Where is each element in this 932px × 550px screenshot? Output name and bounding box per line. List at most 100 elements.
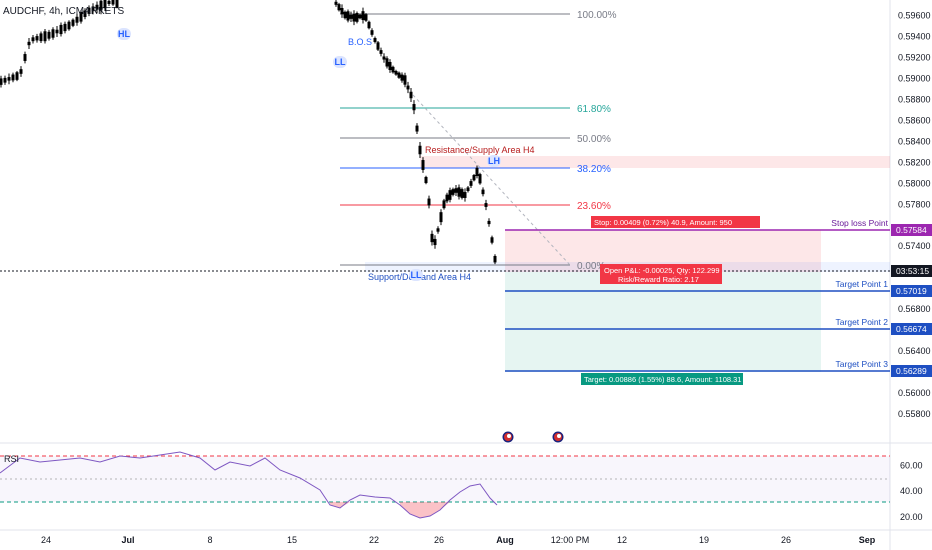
candle-body: [430, 233, 434, 243]
candle-body: [0, 78, 3, 85]
stop-loss-point-label: Stop loss Point: [831, 218, 888, 228]
candle-body: [451, 189, 455, 195]
candle-body: [493, 255, 497, 263]
candle-body: [457, 187, 461, 197]
target-point-1-label: Target Point 1: [836, 279, 889, 289]
fibonacci-retracement[interactable]: 100.00% 61.80% 50.00% 38.20% 23.60% 0.00…: [340, 10, 617, 272]
candle-body: [358, 14, 362, 19]
price-tick: 0.59200: [898, 53, 931, 63]
time-tick: Jul: [121, 535, 134, 545]
rsi-oversold-fill: [330, 502, 497, 518]
candle-body: [385, 58, 389, 67]
economic-event-icon[interactable]: [551, 430, 565, 444]
rsi-line: [0, 451, 498, 519]
candle-body: [107, 0, 111, 4]
candle-body: [355, 12, 359, 22]
candle-body: [79, 11, 83, 22]
ll-marker: LL: [333, 56, 347, 68]
fib-label-0: 0.00%: [577, 261, 605, 272]
symbol-title[interactable]: AUDCHF, 4h, ICMARKETS: [3, 6, 124, 17]
candle-body: [481, 189, 485, 195]
time-tick: 12:00 PM: [551, 535, 590, 545]
candle-body: [67, 21, 71, 30]
candle-body: [15, 72, 19, 80]
candle-body: [83, 10, 87, 17]
open-pnl-box[interactable]: Open P&L: -0.00025, Qty: 122.299 Risk/Re…: [600, 264, 722, 284]
target-3-price-tag: 0.56289: [891, 365, 932, 377]
rsi-tick: 20.00: [900, 512, 923, 522]
candle-body: [448, 190, 452, 200]
candle-body: [27, 41, 31, 46]
candle-body: [382, 56, 386, 60]
candle-body: [59, 24, 63, 35]
candle-body: [424, 176, 428, 184]
candle-body: [397, 72, 401, 78]
price-tick: 0.57400: [898, 241, 931, 251]
candle-body: [361, 11, 365, 21]
time-tick: Aug: [496, 535, 514, 545]
price-tick: 0.58000: [898, 178, 931, 188]
candle-body: [475, 167, 479, 177]
candle-body: [406, 85, 410, 90]
svg-text:03:53:15: 03:53:15: [896, 266, 929, 276]
candle-body: [334, 1, 338, 5]
candle-body: [472, 175, 476, 181]
stop-info-box[interactable]: Stop: 0.00409 (0.72%) 40.9, Amount: 950: [591, 216, 760, 228]
rsi-indicator[interactable]: RSI: [0, 451, 890, 519]
svg-text:LH: LH: [488, 156, 500, 166]
candle-body: [367, 21, 371, 29]
time-tick: 26: [781, 535, 791, 545]
price-candles: [0, 0, 497, 265]
candle-body: [11, 74, 15, 81]
price-tick: 0.56000: [898, 388, 931, 398]
time-tick: 22: [369, 535, 379, 545]
candle-body: [433, 238, 437, 246]
target-zone[interactable]: [505, 272, 821, 372]
candle-body: [469, 181, 473, 186]
price-axis[interactable]: 0.59600 0.59400 0.59200 0.59000 0.58800 0.586…: [898, 11, 931, 419]
resistance-zone[interactable]: [420, 156, 890, 168]
candle-body: [376, 42, 380, 50]
candle-body: [445, 194, 449, 202]
svg-text:Target: 0.00886 (1.55%) 88.6,: Target: 0.00886 (1.55%) 88.6, Amount: 11…: [584, 375, 741, 384]
candle-body: [421, 160, 425, 170]
target-info-box[interactable]: Target: 0.00886 (1.55%) 88.6, Amount: 11…: [581, 373, 743, 385]
economic-event-icon[interactable]: [501, 430, 515, 444]
candle-body: [349, 14, 353, 19]
time-tick: 8: [207, 535, 212, 545]
candle-body: [337, 4, 341, 11]
rsi-axis[interactable]: 60.00 40.00 20.00: [900, 460, 923, 522]
candle-body: [91, 6, 95, 12]
candle-body: [103, 0, 107, 9]
candle-body: [484, 203, 488, 207]
rsi-pane[interactable]: [0, 446, 890, 530]
candle-body: [39, 33, 43, 42]
svg-text:Risk/Reward Ratio: 2.17: Risk/Reward Ratio: 2.17: [618, 275, 699, 284]
stop-loss-price-tag: 0.57584: [891, 224, 932, 236]
time-axis[interactable]: 24 Jul 8 15 22 26 Aug 12:00 PM 12 19 26 …: [41, 535, 876, 545]
candle-body: [460, 189, 464, 198]
price-tick: 0.55800: [898, 409, 931, 419]
fib-trend-line: [412, 94, 571, 266]
candle-body: [47, 31, 51, 39]
candle-body: [71, 19, 75, 26]
candle-body: [400, 74, 404, 81]
candle-body: [436, 228, 440, 232]
candle-body: [391, 66, 395, 73]
rsi-tick: 40.00: [900, 486, 923, 496]
candle-body: [364, 14, 368, 21]
price-tick: 0.59600: [898, 11, 931, 21]
candle-body: [427, 198, 431, 206]
candle-body: [463, 192, 467, 198]
target-1-price-tag: 0.57019: [891, 285, 932, 297]
candle-body: [487, 220, 491, 225]
target-2-price-tag: 0.56674: [891, 323, 932, 335]
candle-body: [340, 8, 344, 15]
candle-body: [115, 0, 119, 9]
price-tick: 0.58400: [898, 136, 931, 146]
svg-text:LL: LL: [411, 270, 422, 280]
candle-body: [343, 11, 347, 19]
svg-text:Open P&L: -0.00025, Qty: 122.2: Open P&L: -0.00025, Qty: 122.299: [604, 266, 720, 275]
candle-body: [31, 37, 35, 42]
